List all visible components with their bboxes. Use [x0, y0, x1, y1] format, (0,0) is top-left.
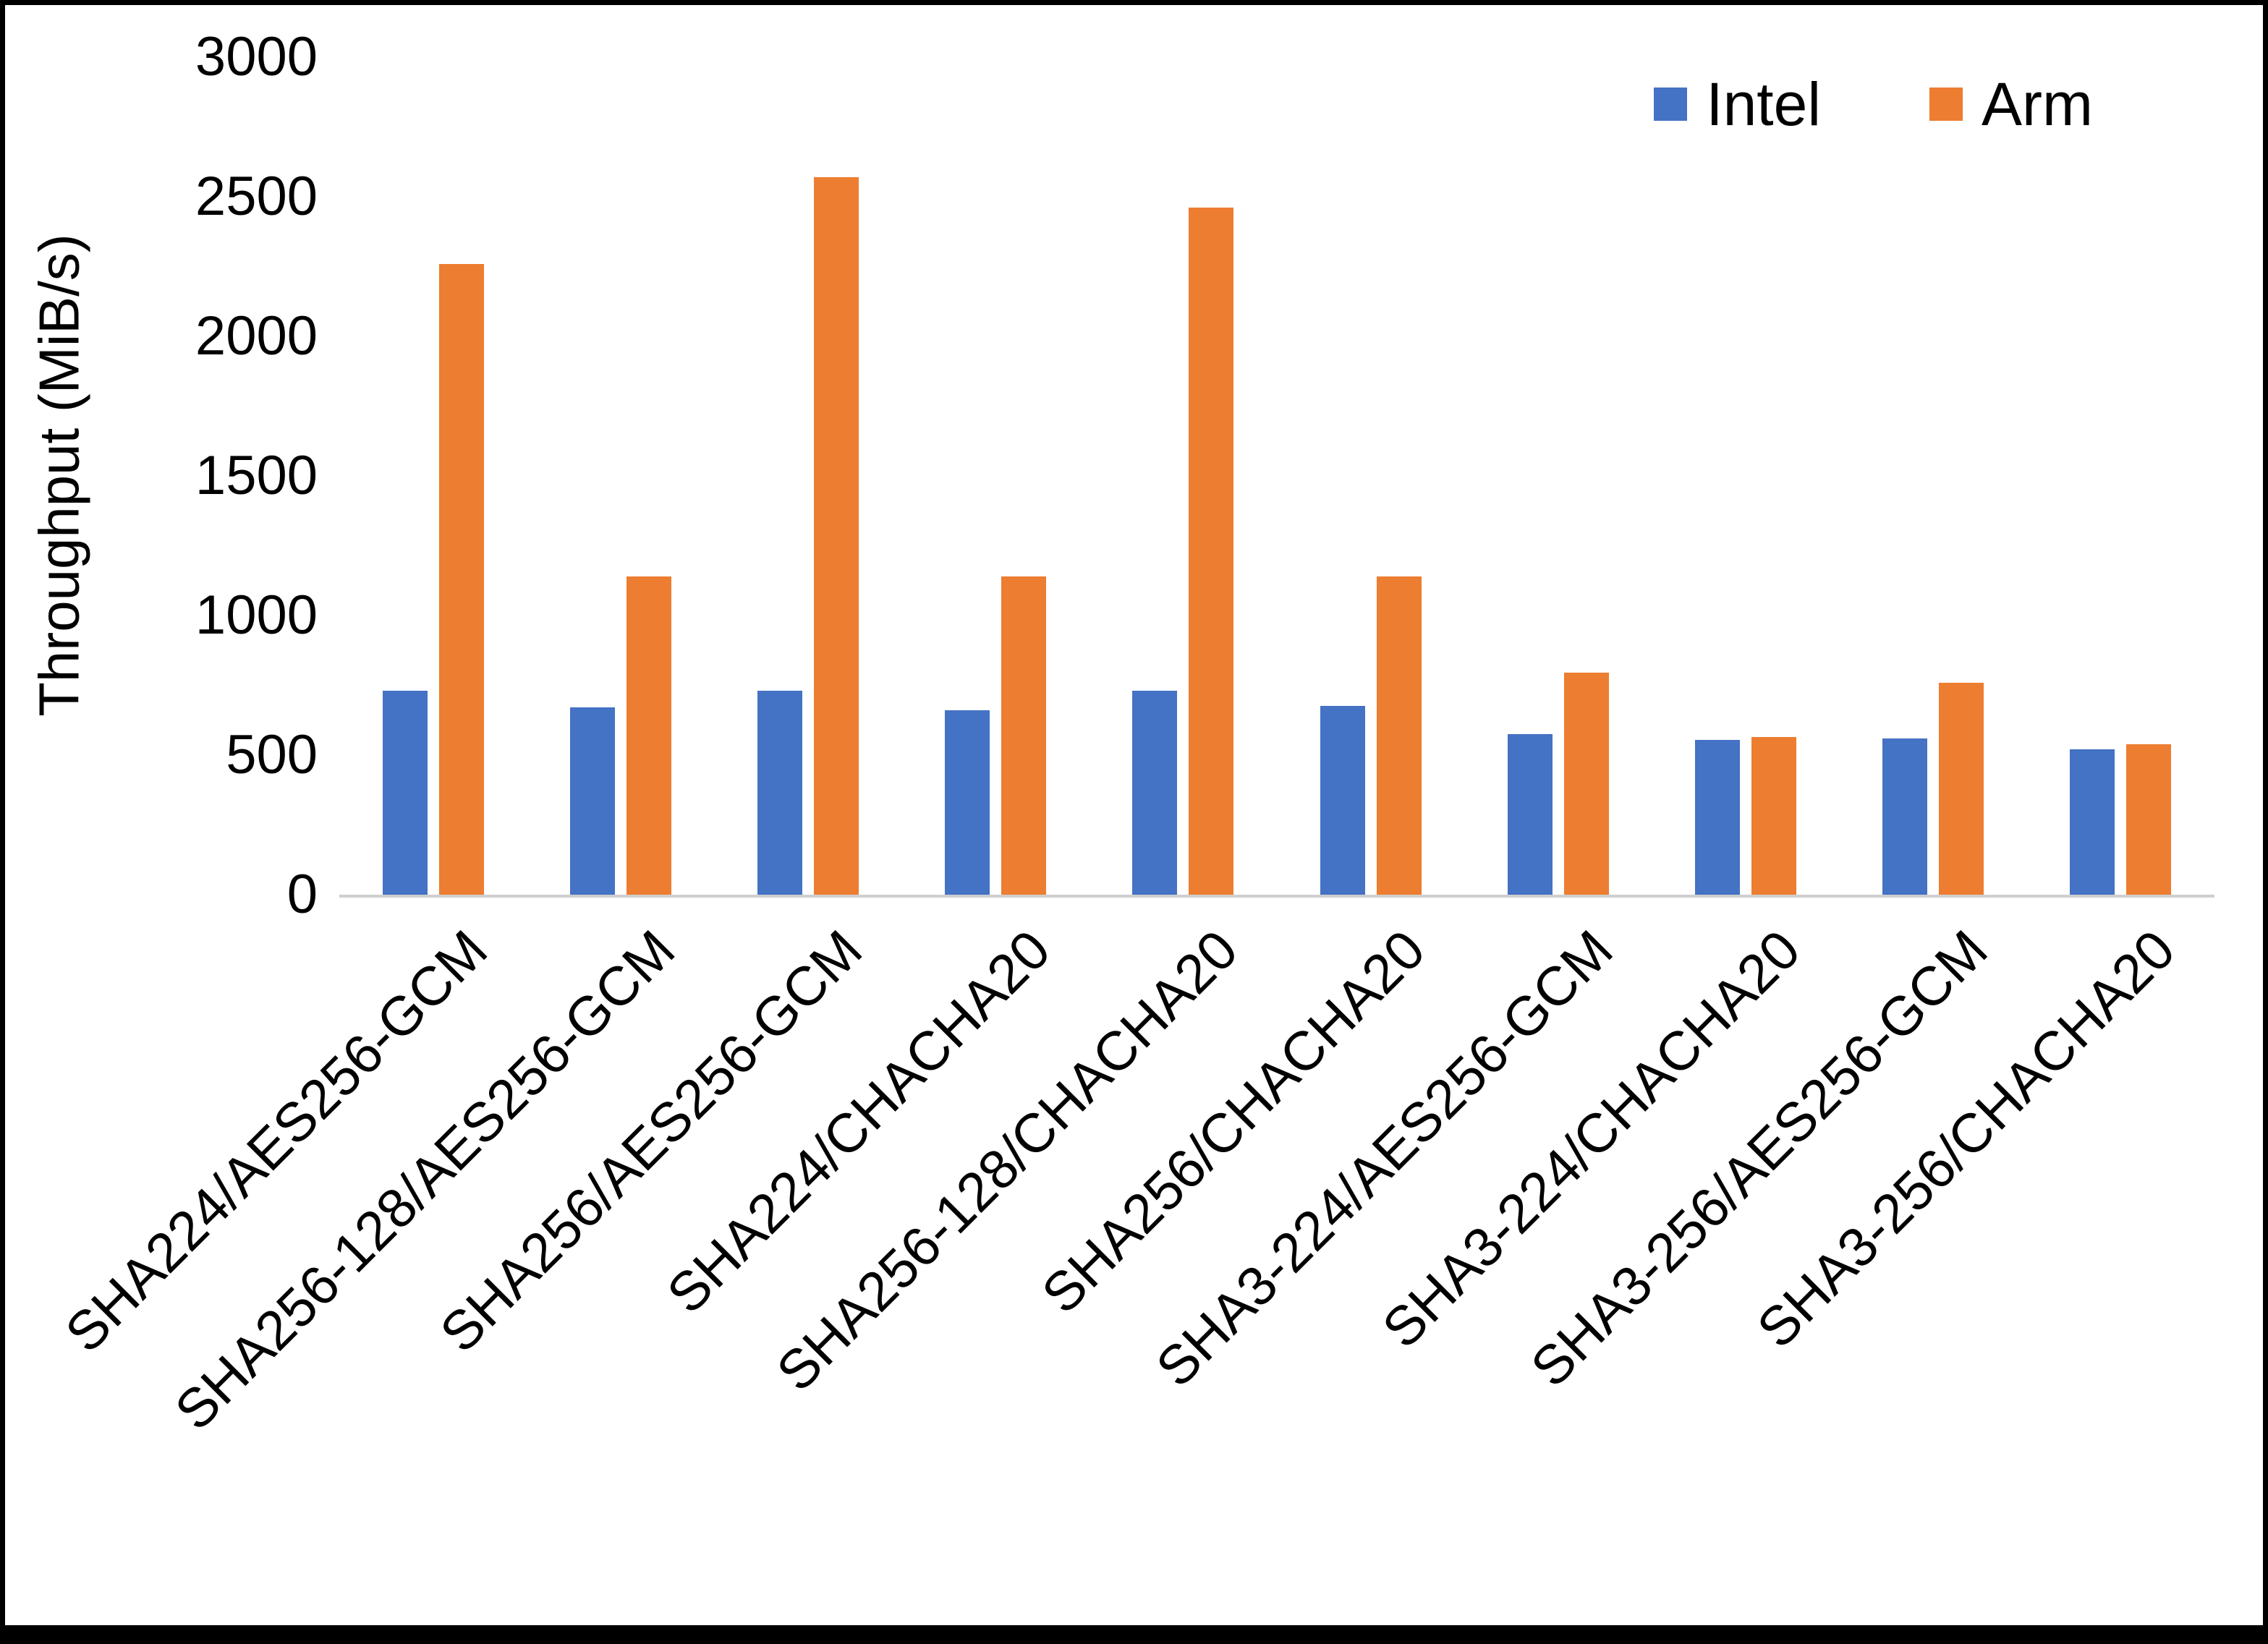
bar-arm-2: [814, 176, 859, 895]
y-tick-label: 1000: [195, 584, 318, 646]
bar-arm-9: [2126, 744, 2172, 895]
bar-arm-6: [1563, 673, 1609, 895]
bar-arm-5: [1376, 576, 1422, 895]
bar-arm-8: [1939, 682, 1984, 895]
bar-arm-7: [1751, 736, 1796, 895]
bar-intel-2: [757, 691, 802, 895]
bar-intel-6: [1507, 734, 1553, 895]
bar-arm-3: [1001, 576, 1047, 895]
bar-intel-9: [2070, 749, 2115, 895]
legend-item-intel: Intel: [1654, 74, 1821, 135]
bar-arm-1: [626, 576, 671, 895]
bar-arm-4: [1189, 208, 1234, 895]
legend-label-arm: Arm: [1982, 70, 2093, 138]
y-tick-label: 500: [226, 724, 318, 785]
bar-intel-8: [1882, 738, 1928, 895]
legend-item-arm: Arm: [1929, 74, 2093, 135]
bar-intel-1: [569, 707, 615, 895]
y-tick-label: 3000: [195, 26, 318, 88]
x-axis-label: SHA224/CHACHA20: [655, 919, 1062, 1326]
y-tick-label: 2000: [195, 305, 318, 367]
bar-intel-0: [382, 691, 428, 895]
bar-intel-3: [945, 710, 990, 895]
x-axis-label: SHA256/CHACHA20: [1030, 919, 1437, 1326]
y-tick-label: 1500: [195, 445, 318, 506]
legend-swatch-arm: [1929, 88, 1963, 121]
plot-area: [339, 57, 2214, 898]
bar-arm-0: [438, 263, 484, 895]
bar-intel-4: [1132, 691, 1178, 895]
bar-intel-7: [1695, 739, 1740, 895]
y-tick-label: 0: [286, 864, 318, 925]
y-tick-label: 2500: [195, 166, 318, 227]
legend: Intel Arm: [1654, 74, 2093, 135]
legend-swatch-intel: [1654, 88, 1688, 121]
bar-intel-5: [1320, 706, 1365, 895]
legend-label-intel: Intel: [1706, 70, 1822, 138]
